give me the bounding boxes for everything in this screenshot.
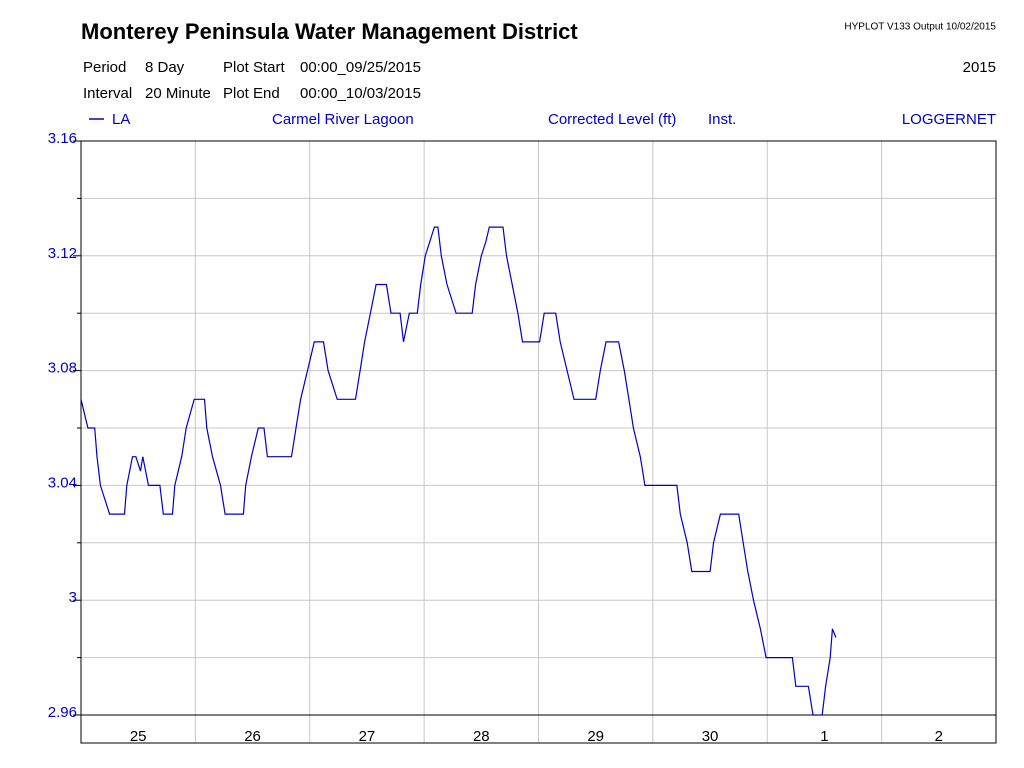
y-tick-label: 3 (69, 589, 77, 606)
plot-frame (80, 140, 997, 744)
period: 8 Day (145, 59, 185, 76)
plot-start: 00:00_09/25/2015 (300, 59, 421, 76)
y-tick-label: 3.04 (48, 474, 77, 491)
year: 2015 (963, 59, 996, 76)
y-tick-label: 3.12 (48, 245, 77, 262)
y-tick-label: 3.08 (48, 360, 77, 377)
interval-label: Interval (83, 85, 132, 102)
chart-title: Monterey Peninsula Water Management Dist… (81, 19, 578, 44)
legend-label: LA (112, 111, 130, 128)
plot-end-label: Plot End (223, 85, 280, 102)
program-info: HYPLOT V133 Output 10/02/2015 (844, 22, 996, 33)
x-tick-label: 30 (702, 728, 719, 745)
parameter: Corrected Level (ft) (548, 111, 676, 128)
plot-start-label: Plot Start (223, 59, 286, 76)
period-label: Period (83, 59, 126, 76)
site: Carmel River Lagoon (272, 111, 414, 128)
x-tick-label: 25 (130, 728, 147, 745)
x-tick-label: 2 (935, 728, 943, 745)
y-tick-label: 2.96 (48, 704, 77, 721)
x-tick-label: 27 (359, 728, 376, 745)
interval: 20 Minute (145, 85, 211, 102)
plot-end: 00:00_10/03/2015 (300, 85, 421, 102)
source: LOGGERNET (902, 111, 996, 128)
x-tick-label: 29 (587, 728, 604, 745)
data-line (80, 226, 837, 716)
stat: Inst. (708, 111, 736, 128)
y-tick-label: 3.16 (48, 130, 77, 147)
x-tick-label: 28 (473, 728, 490, 745)
x-tick-label: 1 (820, 728, 828, 745)
x-tick-label: 26 (244, 728, 261, 745)
